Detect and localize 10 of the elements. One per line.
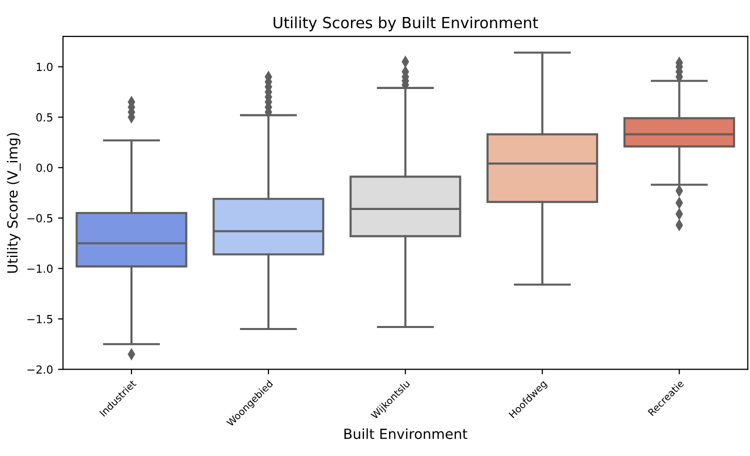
y-tick-label: 1.0	[36, 62, 53, 72]
x-axis-title: Built Environment	[344, 428, 468, 440]
y-tick-label: −1.5	[27, 315, 52, 324]
y-axis-title: Utility Score (V_img)	[6, 133, 21, 273]
y-tick-label: −0.5	[27, 214, 52, 222]
y-tick-label: −1.0	[27, 264, 53, 273]
y-tick-label: 0.5	[36, 113, 52, 122]
chart-title: Utility Scores by Built Environment	[274, 16, 538, 32]
y-tick-label: −2.0	[27, 365, 53, 374]
y-tick-label: 0.0	[36, 164, 53, 172]
